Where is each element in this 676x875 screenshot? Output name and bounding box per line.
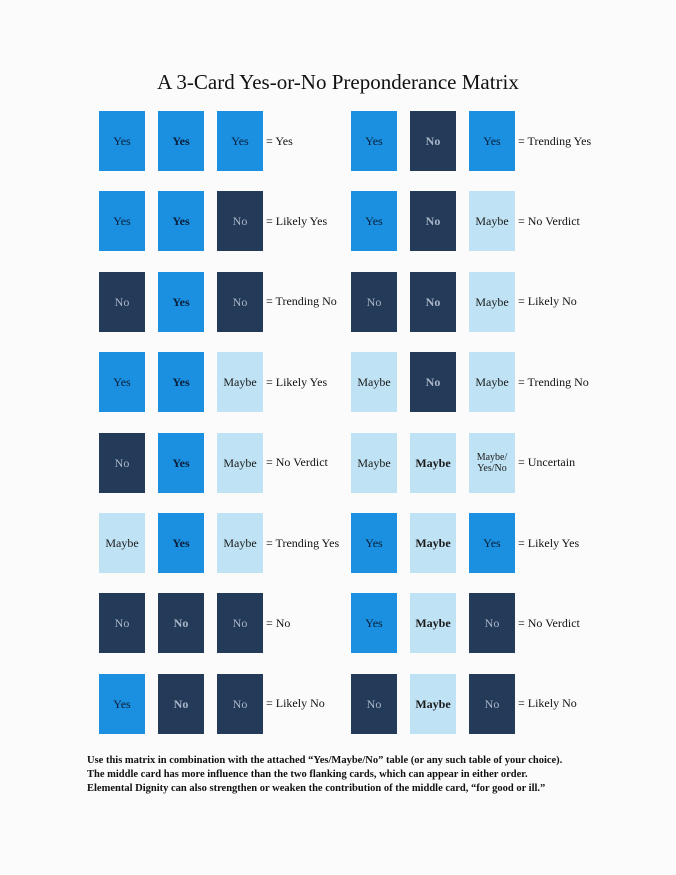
card-yes: Yes [351, 513, 397, 573]
card-no: No [351, 271, 397, 332]
card-maybe: Maybe [410, 513, 456, 573]
card-yes: Yes [158, 111, 204, 171]
card-yes: Yes [351, 111, 397, 171]
card-no: No [217, 593, 263, 654]
verdict-label: = No [266, 615, 291, 630]
card-maybe: Maybe [469, 271, 515, 332]
card-maybe: Maybe [351, 352, 397, 413]
verdict-label: = No Verdict [518, 615, 580, 630]
card-no: No [217, 673, 263, 734]
card-maybe: Maybe/Yes/No [469, 432, 515, 493]
card-maybe: Maybe [217, 432, 263, 493]
card-no: No [99, 432, 145, 493]
card-no: No [158, 673, 204, 734]
card-no: No [351, 673, 397, 734]
card-no: No [410, 352, 456, 413]
card-maybe: Maybe [99, 513, 145, 573]
card-yes: Yes [158, 432, 204, 493]
card-yes: Yes [351, 191, 397, 252]
card-maybe: Maybe [410, 432, 456, 493]
card-no: No [99, 593, 145, 654]
card-no: No [469, 593, 515, 654]
card-maybe: Maybe [410, 593, 456, 654]
card-no: No [410, 271, 456, 332]
verdict-label: = No Verdict [266, 455, 328, 470]
verdict-label: = Likely No [518, 294, 577, 309]
card-no: No [217, 271, 263, 332]
card-no: No [99, 271, 145, 332]
card-yes: Yes [158, 513, 204, 573]
verdict-label: = Likely Yes [266, 374, 328, 389]
verdict-label: = Trending Yes [518, 133, 592, 148]
card-no: No [410, 111, 456, 171]
card-yes: Yes [217, 111, 263, 171]
verdict-label: = No Verdict [518, 213, 580, 228]
verdict-label: = Yes [266, 133, 293, 148]
verdict-label: = Trending No [266, 294, 337, 309]
verdict-label: = Likely No [518, 696, 577, 711]
card-yes: Yes [99, 191, 145, 252]
card-maybe: Maybe [217, 352, 263, 413]
card-yes: Yes [469, 111, 515, 171]
footer-notes: Use this matrix in combination with the … [87, 754, 647, 796]
card-maybe: Maybe [217, 513, 263, 573]
page-title: A 3-Card Yes-or-No Preponderance Matrix [157, 70, 519, 94]
verdict-label: = Trending Yes [266, 535, 340, 550]
card-maybe: Maybe [469, 191, 515, 252]
card-maybe: Maybe [469, 352, 515, 413]
card-yes: Yes [158, 191, 204, 252]
card-yes: Yes [99, 111, 145, 171]
card-yes: Yes [469, 513, 515, 573]
verdict-label: = Uncertain [518, 455, 576, 470]
card-yes: Yes [99, 673, 145, 734]
footer-line: Elemental Dignity can also strengthen or… [87, 783, 546, 794]
card-yes: Yes [158, 352, 204, 413]
card-no: No [410, 191, 456, 252]
card-maybe: Maybe [351, 432, 397, 493]
card-maybe: Maybe [410, 673, 456, 734]
card-no: No [217, 191, 263, 252]
card-yes: Yes [351, 593, 397, 654]
card-yes: Yes [158, 271, 204, 332]
verdict-label: = Trending No [518, 374, 589, 389]
card-no: No [158, 593, 204, 654]
footer-line: Use this matrix in combination with the … [87, 755, 563, 766]
verdict-label: = Likely No [266, 696, 325, 711]
footer-line: The middle card has more influence than … [87, 769, 528, 780]
card-yes: Yes [99, 352, 145, 413]
verdict-label: = Likely Yes [518, 535, 580, 550]
card-no: No [469, 673, 515, 734]
verdict-label: = Likely Yes [266, 213, 328, 228]
